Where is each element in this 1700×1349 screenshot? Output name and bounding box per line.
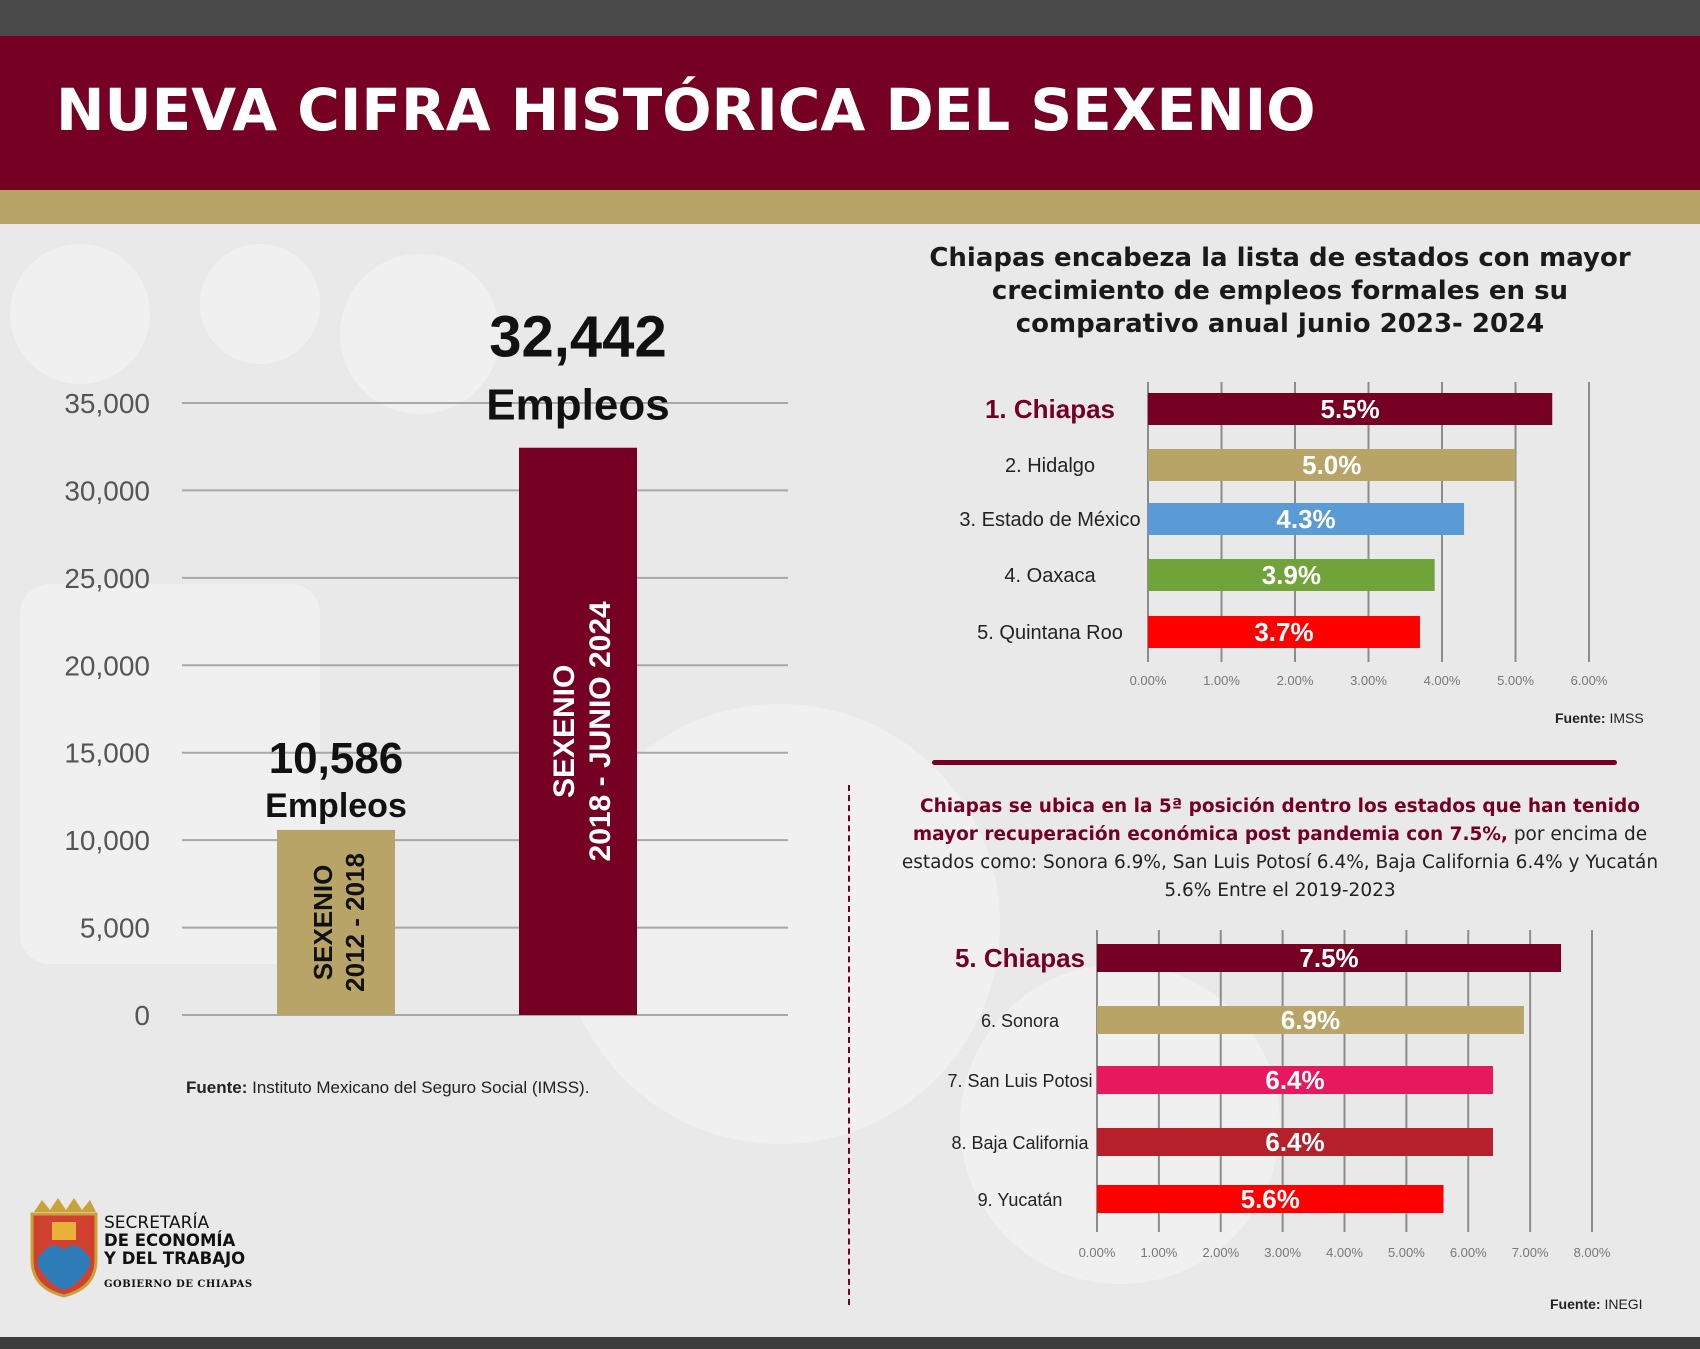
chiapas-coat-of-arms-logo <box>30 1198 98 1298</box>
ministry-name: SECRETARÍA DE ECONOMÍA Y DEL TRABAJO GOB… <box>104 1214 253 1294</box>
dashed-separator <box>848 785 850 1305</box>
left-source-note: Fuente: Instituto Mexicano del Seguro So… <box>186 1078 589 1098</box>
category-line: SEXENIO <box>308 865 338 981</box>
bar <box>1148 616 1420 648</box>
y-tick-label: 15,000 <box>64 738 150 769</box>
left-source-text: Instituto Mexicano del Seguro Social (IM… <box>252 1078 590 1097</box>
logo-line-4: GOBIERNO DE CHIAPAS <box>104 1279 253 1290</box>
bar <box>1097 1185 1444 1213</box>
value-unit-label: Empleos <box>486 381 669 430</box>
gold-band <box>0 190 1700 224</box>
page-title: NUEVA CIFRA HISTÓRICA DEL SEXENIO <box>56 76 1316 144</box>
category-label: 3. Estado de México <box>959 509 1140 531</box>
top-source-text: IMSS <box>1609 710 1644 726</box>
category-line: 2012 - 2018 <box>340 853 370 992</box>
y-tick-label: 30,000 <box>64 475 150 506</box>
bar <box>1148 503 1465 535</box>
x-tick-label: 5.00% <box>1388 1245 1425 1260</box>
section-divider <box>932 760 1617 765</box>
top-strip <box>0 0 1700 36</box>
category-label: 2. Hidalgo <box>1005 455 1095 477</box>
x-tick-label: 1.00% <box>1203 673 1240 688</box>
y-tick-label: 20,000 <box>64 650 150 681</box>
bottom-strip <box>0 1337 1700 1349</box>
category-line: SEXENIO <box>548 665 581 798</box>
value-unit-label: Empleos <box>265 787 407 825</box>
x-tick-label: 2.00% <box>1277 673 1314 688</box>
x-tick-label: 4.00% <box>1424 673 1461 688</box>
bar-value-label: 3.9% <box>1262 560 1321 590</box>
y-tick-label: 35,000 <box>64 388 150 419</box>
top-chart-title: Chiapas encabeza la lista de estados con… <box>929 243 1631 339</box>
y-tick-label: 10,000 <box>64 825 150 856</box>
x-tick-label: 5.00% <box>1497 673 1534 688</box>
bar-value-label: 4.3% <box>1276 504 1335 534</box>
x-tick-label: 6.00% <box>1450 1245 1487 1260</box>
x-tick-label: 2.00% <box>1202 1245 1239 1260</box>
x-tick-label: 1.00% <box>1140 1245 1177 1260</box>
top-source-note: Fuente: IMSS <box>1555 710 1644 726</box>
description-rest: por encima de estados como: Sonora 6.9%,… <box>901 824 1659 901</box>
bar <box>1148 393 1553 425</box>
x-tick-label: 8.00% <box>1574 1245 1611 1260</box>
bar <box>1148 559 1435 591</box>
bar <box>1097 1006 1524 1034</box>
bar <box>1097 1066 1493 1094</box>
category-label: 6. Sonora <box>981 1011 1060 1031</box>
bottom-source-label: Fuente: <box>1550 1296 1601 1312</box>
description-highlight: Chiapas se ubica en la 5ª posición dentr… <box>912 796 1640 845</box>
bar-value-label: 6.9% <box>1281 1005 1340 1035</box>
chart-employment-by-sexenio: 0 5,000 10,000 15,000 20,000 25,000 30,000 35,0… <box>64 305 788 1031</box>
y-tick-label: 25,000 <box>64 563 150 594</box>
bar <box>519 447 637 1015</box>
category-label: 8. Baja California <box>951 1133 1089 1153</box>
category-label: 1. Chiapas <box>985 394 1115 424</box>
value-label: 32,442 <box>489 305 666 370</box>
header-banner: NUEVA CIFRA HISTÓRICA DEL SEXENIO <box>0 36 1700 190</box>
bottom-source-note: Fuente: INEGI <box>1550 1296 1643 1312</box>
category-label: 4. Oaxaca <box>1004 565 1096 587</box>
category-label: 5. Chiapas <box>955 943 1085 973</box>
category-line: 2018 - JUNIO 2024 <box>584 601 617 861</box>
bar-category-label: SEXENIO 2018 - JUNIO 2024 <box>548 601 617 861</box>
bar-value-label: 6.4% <box>1265 1127 1324 1157</box>
bar <box>1097 944 1562 972</box>
logo-line-2: DE ECONOMÍA <box>104 1231 236 1250</box>
bar-value-label: 5.5% <box>1320 394 1379 424</box>
x-tick-label: 4.00% <box>1326 1245 1363 1260</box>
bar <box>277 829 395 1015</box>
left-source-label: Fuente: <box>186 1078 248 1097</box>
x-tick-label: 7.00% <box>1512 1245 1549 1260</box>
category-label: 9. Yucatán <box>978 1190 1063 1210</box>
y-tick-label: 5,000 <box>80 913 150 944</box>
chart-economic-recovery: 0.00% 1.00% 2.00% 3.00% 4.00% 5.00% 6.00% 7.00%… <box>947 930 1611 1260</box>
y-tick-label: 0 <box>134 1000 150 1031</box>
value-label: 10,586 <box>269 734 404 783</box>
bar-category-label: SEXENIO 2012 - 2018 <box>308 853 370 992</box>
bar <box>1148 449 1516 481</box>
bar-value-label: 5.0% <box>1302 450 1361 480</box>
bar-value-label: 3.7% <box>1254 617 1313 647</box>
logo-line-3: Y DEL TRABAJO <box>104 1249 246 1268</box>
category-label: 7. San Luis Potosi <box>947 1071 1092 1091</box>
x-tick-label: 6.00% <box>1571 673 1608 688</box>
chart-formal-employment-growth: 0.00% 1.00% 2.00% 3.00% 4.00% 5.00% 6.00% 5.5% 1… <box>959 382 1608 688</box>
bar-value-label: 6.4% <box>1265 1065 1324 1095</box>
x-tick-label: 0.00% <box>1079 1245 1116 1260</box>
top-source-label: Fuente: <box>1555 710 1606 726</box>
bar-value-label: 7.5% <box>1299 943 1358 973</box>
x-tick-label: 3.00% <box>1264 1245 1301 1260</box>
bottom-chart-description: Chiapas se ubica en la 5ª posición dentr… <box>900 793 1660 905</box>
logo-line-1: SECRETARÍA <box>104 1213 210 1233</box>
bottom-source-text: INEGI <box>1604 1296 1643 1312</box>
x-tick-label: 3.00% <box>1350 673 1387 688</box>
bar-value-label: 5.6% <box>1241 1184 1300 1214</box>
bar <box>1097 1128 1493 1156</box>
x-tick-label: 0.00% <box>1130 673 1167 688</box>
category-label: 5. Quintana Roo <box>977 622 1123 644</box>
